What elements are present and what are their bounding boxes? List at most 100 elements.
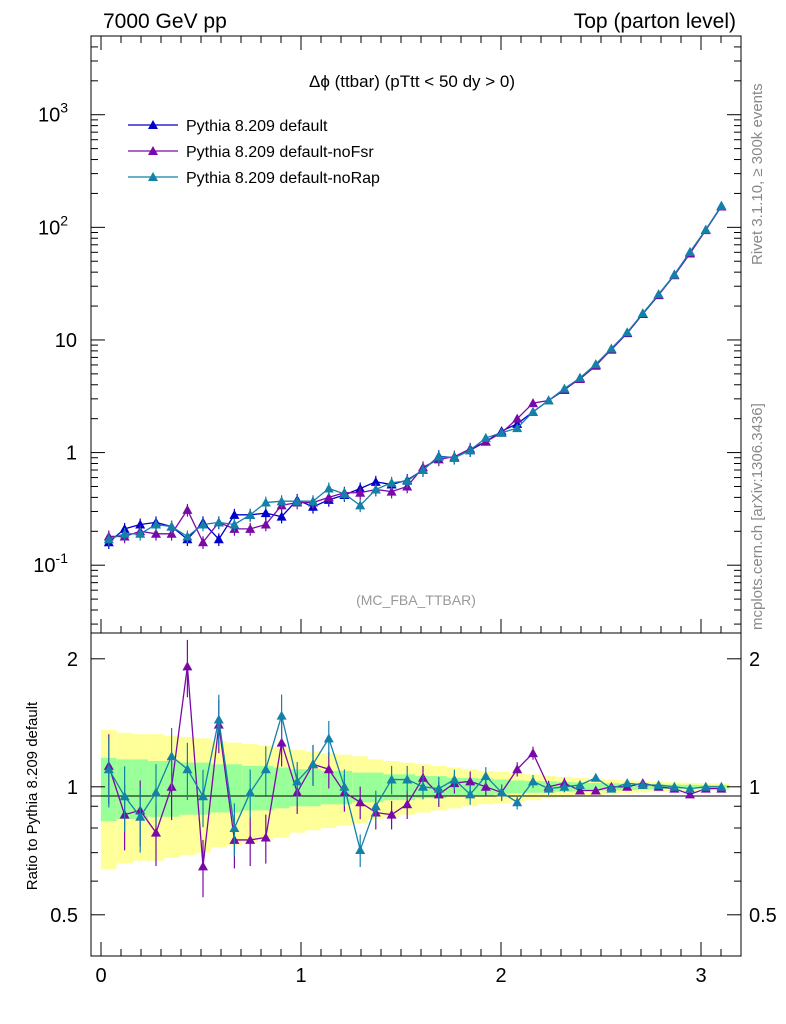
ratio-point-noRap xyxy=(559,781,570,791)
ratio-point-noRap xyxy=(685,783,695,793)
data-point-noRap xyxy=(402,475,413,485)
ratio-series xyxy=(103,639,727,898)
ratio-point-noRap xyxy=(135,811,146,821)
data-point-noRap xyxy=(465,445,476,455)
data-point-noRap xyxy=(119,528,130,538)
ratio-point-noFsr xyxy=(480,781,491,791)
data-point-noRap xyxy=(622,327,633,337)
ratio-y-tick-label: 0.5 xyxy=(50,905,78,927)
ratio-point-noFsr xyxy=(198,861,208,871)
data-point-default xyxy=(229,509,240,519)
ratio-point-noRap xyxy=(198,791,208,801)
header-right: Top (parton level) xyxy=(574,10,736,33)
ratio-point-noRap xyxy=(229,823,240,833)
ratio-point-noRap xyxy=(700,781,711,791)
source-label: mcplots.cern.ch [arXiv:1306.3436] xyxy=(749,403,766,630)
ratio-point-noRap xyxy=(166,751,177,761)
ratio-point-noRap xyxy=(449,774,460,784)
data-point-noFsr xyxy=(512,413,523,423)
uncertainty-band-inner xyxy=(273,767,290,809)
y-tick-label: 10-1 xyxy=(33,550,68,577)
data-point-noRap xyxy=(166,521,177,531)
ratio-point-noRap xyxy=(716,781,727,791)
uncertainty-band-inner xyxy=(509,780,526,794)
data-point-noRap xyxy=(182,531,193,541)
data-point-default xyxy=(276,511,287,521)
legend: Pythia 8.209 default Pythia 8.209 default… xyxy=(128,118,380,187)
y-tick-label: 10 xyxy=(55,330,77,352)
ratio-point-noRap xyxy=(339,781,350,791)
data-point-noRap xyxy=(386,477,397,487)
ratio-point-noRap xyxy=(622,778,633,788)
data-point-noRap xyxy=(370,484,381,494)
data-point-noFsr xyxy=(386,486,397,496)
ratio-point-noFsr xyxy=(402,799,413,809)
x-tick-label: 3 xyxy=(695,965,706,987)
rivet-version-label: Rivet 3.1.10, ≥ 300k events xyxy=(749,83,766,265)
ratio-point-noRap xyxy=(480,771,491,781)
data-point-noRap xyxy=(653,289,664,299)
ratio-point-noRap xyxy=(370,801,381,811)
ratio-y-tick-label: 1 xyxy=(67,777,78,799)
ratio-point-noFsr xyxy=(151,827,161,837)
x-tick-label: 2 xyxy=(495,965,506,987)
data-point-noRap xyxy=(213,517,224,527)
ratio-point-noRap xyxy=(637,779,648,789)
ratio-point-noFsr xyxy=(276,737,287,747)
data-point-noRap xyxy=(135,528,146,538)
ratio-point-noFsr xyxy=(260,832,271,842)
data-point-noRap xyxy=(103,534,114,544)
data-point-noFsr xyxy=(528,398,538,408)
ratio-point-noRap xyxy=(292,776,303,786)
data-point-noRap xyxy=(606,343,617,353)
header-left: 7000 GeV pp xyxy=(103,10,227,33)
data-point-default xyxy=(135,519,146,529)
ratio-y-tick-label-right: 2 xyxy=(749,649,760,671)
data-point-noRap xyxy=(543,395,554,405)
data-point-noRap xyxy=(496,427,507,437)
data-point-default xyxy=(370,476,381,486)
main-panel: 10-1 1 10 102 103 Δϕ (ttbar) (pTtt < 50 dy >… xyxy=(33,35,742,634)
ratio-point-noRap xyxy=(151,787,161,797)
ratio-point-noRap xyxy=(402,774,413,784)
data-point-noRap xyxy=(716,200,727,210)
data-point-noFsr xyxy=(182,504,193,514)
ratio-point-noRap xyxy=(276,710,287,720)
analysis-tag: (MC_FBA_TTBAR) xyxy=(356,592,476,608)
legend-marker-noRap xyxy=(148,172,158,181)
data-point-noRap xyxy=(260,497,271,507)
uncertainty-band-inner xyxy=(210,764,227,813)
data-point-noRap xyxy=(355,500,366,510)
ratio-point-noRap xyxy=(213,714,224,724)
data-point-noRap xyxy=(339,488,350,498)
data-point-noRap xyxy=(528,406,538,416)
data-point-noRap xyxy=(433,451,444,461)
ratio-point-noRap xyxy=(245,787,256,797)
data-point-default xyxy=(213,534,224,544)
legend-marker-default xyxy=(148,120,158,129)
ratio-point-noFsr xyxy=(685,789,695,799)
data-point-noRap xyxy=(308,496,318,506)
series-line-noRap xyxy=(108,205,722,540)
ratio-line-noRap xyxy=(108,713,722,853)
data-point-noFsr xyxy=(260,519,271,529)
legend-label-noFsr: Pythia 8.209 default-noFsr xyxy=(186,144,374,161)
ratio-bands xyxy=(100,730,730,870)
data-point-noRap xyxy=(700,224,711,234)
ratio-line-noFsr xyxy=(108,666,722,867)
ratio-point-noRap xyxy=(653,779,664,789)
ratio-y-tick-label: 2 xyxy=(67,649,78,671)
data-point-noRap xyxy=(559,383,570,393)
data-point-noRap xyxy=(512,423,523,433)
legend-marker-noFsr xyxy=(148,146,158,155)
ratio-point-noRap xyxy=(260,764,271,774)
ratio-point-noRap xyxy=(323,733,334,743)
data-point-noRap xyxy=(323,483,334,493)
y-tick-label: 102 xyxy=(38,212,68,239)
x-tick-label: 1 xyxy=(295,965,306,987)
ratio-point-noRap xyxy=(182,764,193,774)
x-axis: 0 1 2 3 xyxy=(95,36,742,987)
y-tick-label: 103 xyxy=(38,100,68,127)
ratio-point-noRap xyxy=(103,764,114,774)
data-point-noRap xyxy=(590,359,601,369)
